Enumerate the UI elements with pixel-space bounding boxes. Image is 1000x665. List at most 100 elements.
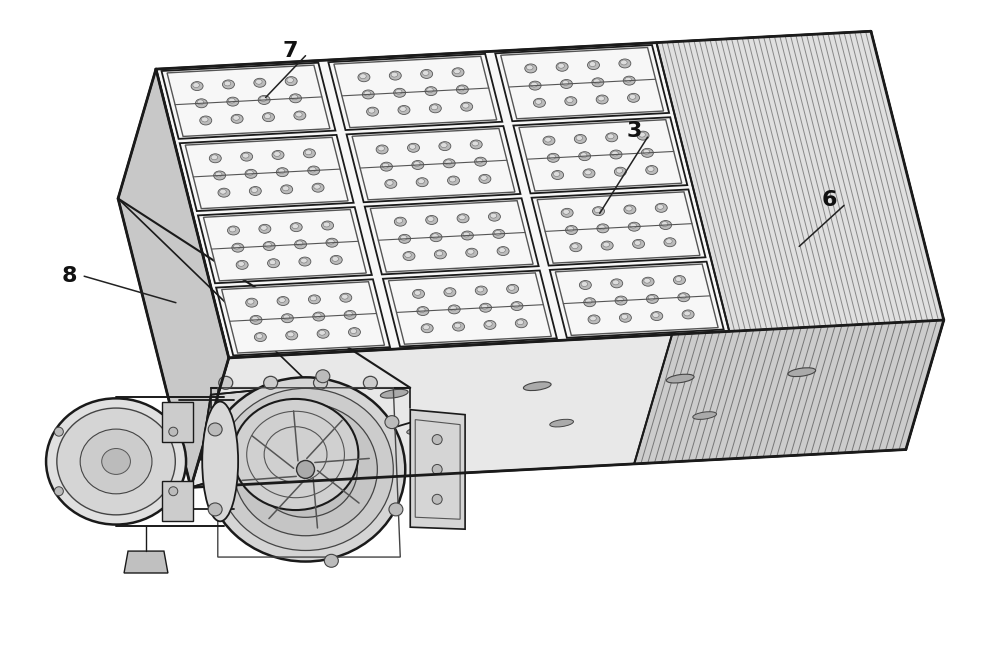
Ellipse shape [281,185,293,194]
Ellipse shape [193,82,199,88]
Ellipse shape [378,146,384,151]
Ellipse shape [475,157,487,166]
Ellipse shape [419,308,425,313]
Ellipse shape [525,64,537,73]
Ellipse shape [448,305,460,314]
Ellipse shape [429,104,441,113]
Ellipse shape [479,174,491,184]
Polygon shape [519,120,682,191]
Ellipse shape [664,238,676,247]
Ellipse shape [454,323,461,328]
Ellipse shape [316,370,330,383]
Polygon shape [347,126,520,202]
Ellipse shape [238,261,244,267]
Ellipse shape [543,136,555,145]
Ellipse shape [590,316,596,321]
Ellipse shape [54,427,63,436]
Ellipse shape [660,221,672,229]
Ellipse shape [297,460,315,478]
Ellipse shape [348,328,360,336]
Ellipse shape [449,177,456,182]
Ellipse shape [218,188,230,197]
Polygon shape [118,69,229,487]
Ellipse shape [241,152,253,161]
Ellipse shape [601,241,613,250]
Ellipse shape [274,152,280,156]
Ellipse shape [454,68,460,74]
Polygon shape [656,31,944,331]
Ellipse shape [430,233,442,241]
Ellipse shape [448,176,460,185]
Polygon shape [222,282,384,353]
Ellipse shape [619,59,631,68]
Ellipse shape [200,116,212,125]
Ellipse shape [328,239,334,244]
Ellipse shape [673,275,685,285]
Ellipse shape [639,132,645,137]
Ellipse shape [481,176,487,180]
Ellipse shape [684,311,690,316]
Ellipse shape [466,248,478,257]
Ellipse shape [233,115,239,120]
Polygon shape [370,201,533,272]
Ellipse shape [566,225,577,235]
Ellipse shape [655,203,667,212]
Ellipse shape [607,134,614,139]
Ellipse shape [312,183,324,192]
Ellipse shape [400,106,406,112]
Ellipse shape [513,303,519,307]
Ellipse shape [247,170,253,176]
Ellipse shape [395,89,402,94]
Ellipse shape [202,402,238,521]
Ellipse shape [462,103,469,108]
Ellipse shape [294,111,306,120]
Ellipse shape [229,227,236,232]
Polygon shape [334,57,497,128]
Polygon shape [191,320,944,487]
Ellipse shape [499,247,505,253]
Ellipse shape [278,169,285,174]
Ellipse shape [497,247,509,255]
Ellipse shape [418,179,424,184]
Ellipse shape [219,376,233,389]
Ellipse shape [628,93,640,102]
Ellipse shape [350,329,357,334]
Ellipse shape [476,158,483,163]
Ellipse shape [169,427,178,436]
Ellipse shape [222,80,234,89]
Ellipse shape [436,251,443,256]
Ellipse shape [588,61,599,70]
Polygon shape [513,117,687,194]
Ellipse shape [368,108,375,113]
Ellipse shape [394,217,406,226]
Ellipse shape [208,423,222,436]
Ellipse shape [648,295,655,301]
Ellipse shape [484,321,496,329]
Text: 6: 6 [821,190,837,210]
Ellipse shape [220,190,226,194]
Ellipse shape [592,78,604,86]
Ellipse shape [299,257,311,266]
Ellipse shape [426,215,438,225]
Ellipse shape [305,150,312,155]
Ellipse shape [272,150,284,160]
Ellipse shape [268,259,280,268]
Ellipse shape [432,233,438,239]
Ellipse shape [621,60,627,65]
Ellipse shape [396,218,403,223]
Ellipse shape [606,133,618,142]
Ellipse shape [247,299,254,304]
Polygon shape [352,128,515,200]
Ellipse shape [593,207,605,215]
Ellipse shape [232,243,244,252]
Ellipse shape [405,253,411,257]
Ellipse shape [409,144,416,149]
Ellipse shape [560,80,572,88]
Ellipse shape [507,285,519,293]
Ellipse shape [617,297,623,302]
Ellipse shape [443,159,455,168]
Ellipse shape [286,331,298,340]
Ellipse shape [481,305,488,309]
Ellipse shape [584,298,596,307]
Ellipse shape [529,81,541,90]
